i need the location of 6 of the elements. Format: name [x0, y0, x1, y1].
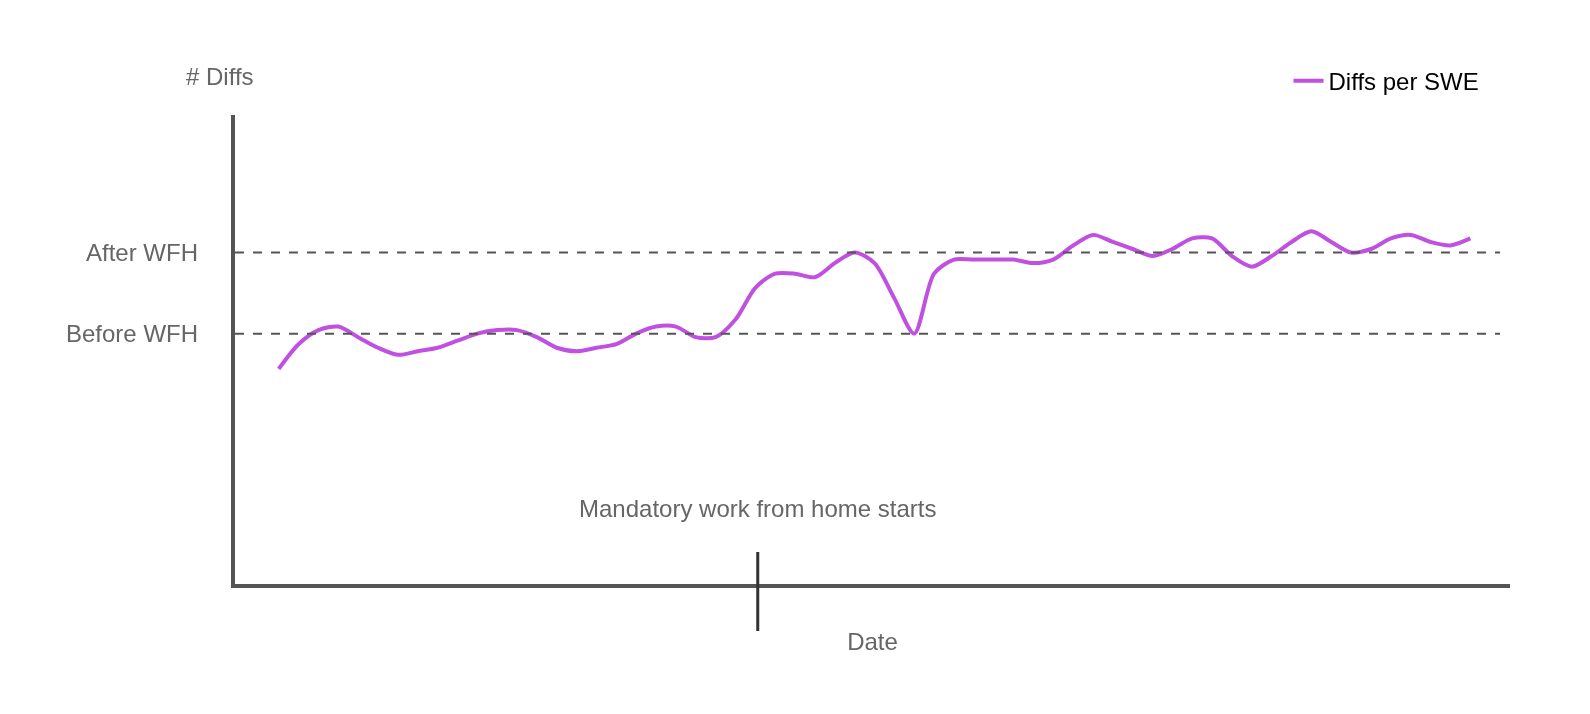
legend-label: Diffs per SWE [1328, 68, 1479, 96]
ref-line-label: After WFH [86, 239, 198, 266]
x-axis-title: Date [847, 628, 898, 656]
text: # Diffs [186, 63, 254, 90]
annotation: Mandatory work from home starts [579, 495, 937, 522]
ref-line-label: Before WFH [66, 320, 199, 347]
